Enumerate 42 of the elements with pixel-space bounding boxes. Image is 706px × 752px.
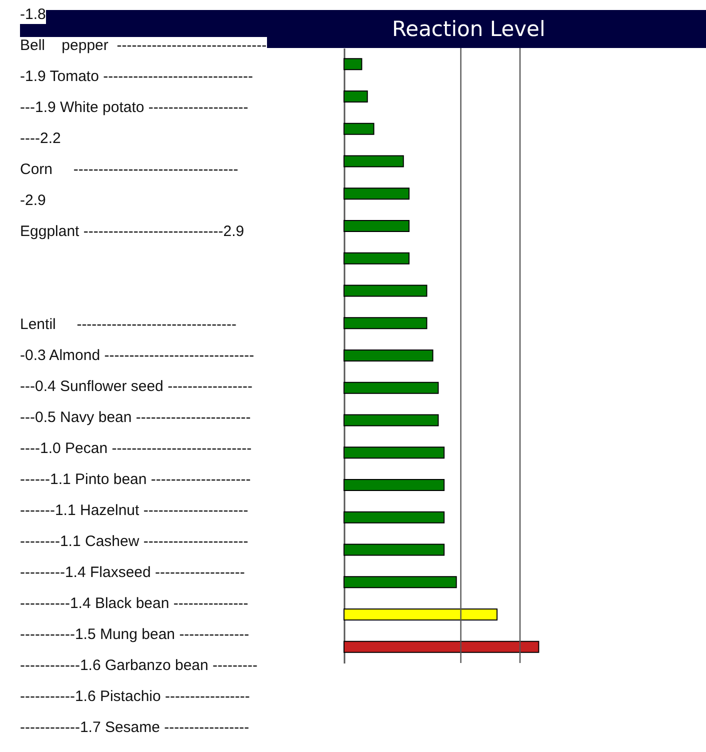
text: --------1.1 Cashew ---------------------: [20, 533, 248, 551]
text: -------1.1 Hazelnut ---------------------: [20, 502, 248, 520]
text: Lentil --------------------------------: [20, 316, 237, 334]
bar: [344, 284, 428, 297]
bar: [344, 188, 410, 200]
text: ---------1.4 Flaxseed ------------------: [20, 564, 245, 582]
bar: [344, 220, 410, 232]
text: ----2.2: [20, 130, 61, 148]
text: -----------1.6 Pistachio -----------------: [20, 688, 250, 706]
bar: [344, 576, 457, 588]
bar: [344, 317, 428, 330]
text: ------1.1 Pinto bean --------------------: [20, 471, 251, 489]
bar: [344, 640, 540, 653]
bar: [344, 446, 445, 459]
bar: [344, 544, 445, 556]
text: ----------1.4 Black bean ---------------: [20, 595, 248, 613]
bar: [344, 414, 439, 426]
bar: [344, 608, 498, 620]
text: ---1.9 White potato --------------------: [20, 99, 248, 117]
text: ---0.5 Navy bean -----------------------: [20, 409, 251, 427]
bar: [344, 252, 410, 264]
bar: [344, 349, 434, 362]
text: -0.3 Almond ------------------------------: [20, 347, 254, 365]
bar: [344, 511, 445, 524]
bar: [344, 382, 439, 394]
text: Corn ---------------------------------: [20, 161, 238, 179]
text: -2.9: [20, 192, 46, 210]
text: -----------1.5 Mung bean --------------: [20, 626, 250, 644]
bar: [344, 155, 404, 168]
text: ------------1.6 Garbanzo bean ---------: [20, 657, 258, 675]
bar: [344, 58, 362, 70]
text: -1.8: [20, 6, 46, 24]
bar: [344, 478, 445, 491]
bar: [344, 122, 374, 135]
text: Bell pepper ------------------------------: [20, 37, 267, 55]
text: ---0.4 Sunflower seed -----------------: [20, 378, 252, 396]
text: Eggplant ----------------------------2.9: [20, 223, 244, 241]
chart-title: Reaction Level: [392, 17, 546, 41]
bar: [344, 90, 368, 103]
text: -1.9 Tomato ------------------------------: [20, 68, 253, 86]
text: ------------1.7 Sesame -----------------: [20, 719, 250, 737]
text: ----1.0 Pecan ----------------------------: [20, 440, 252, 458]
